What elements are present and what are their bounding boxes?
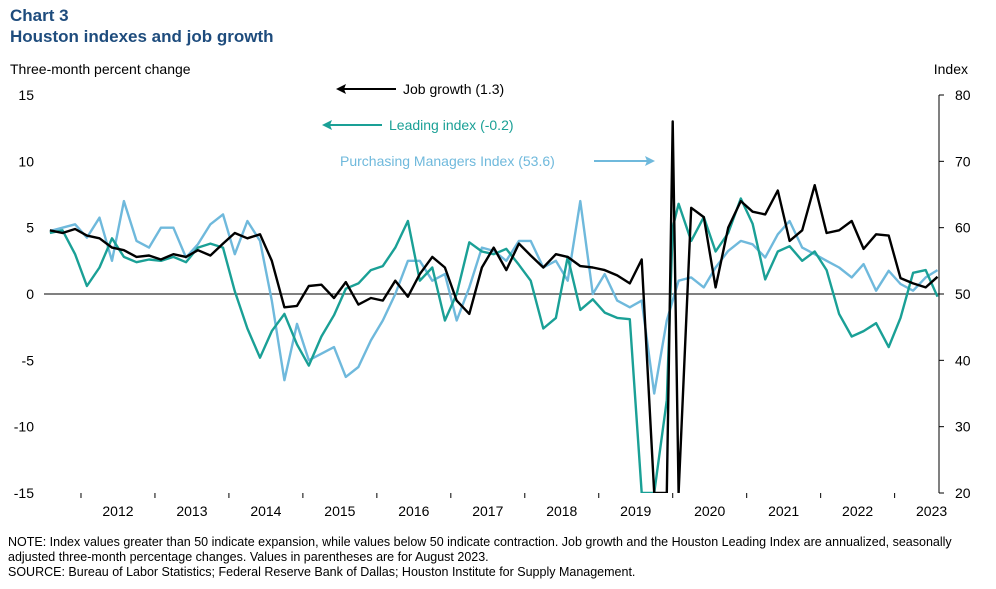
y-tick-label-left: -15	[14, 485, 34, 501]
x-tick-label: 2022	[842, 503, 873, 519]
x-tick-label: 2014	[250, 503, 281, 519]
legend-pmi-label: Purchasing Managers Index (53.6)	[340, 153, 555, 169]
pmi-line	[49, 199, 939, 395]
y-tick-label-left: 5	[26, 220, 34, 236]
source-text: SOURCE: Bureau of Labor Statistics; Fede…	[8, 565, 636, 579]
y-tick-label-left: -5	[22, 352, 35, 368]
legend-pmi-arrowhead	[645, 156, 655, 166]
y-tick-label-left: 15	[18, 87, 34, 103]
y-tick-label-left: 0	[26, 286, 34, 302]
note-text: NOTE: Index values greater than 50 indic…	[8, 535, 952, 564]
job-growth-line	[49, 120, 939, 493]
x-tick-label: 2013	[176, 503, 207, 519]
y-tick-label-left: -10	[14, 419, 34, 435]
x-tick-label: 2021	[768, 503, 799, 519]
legend-job-label: Job growth (1.3)	[403, 81, 504, 97]
x-tick-label: 2017	[472, 503, 503, 519]
x-tick-label: 2016	[398, 503, 429, 519]
x-tick-label: 2019	[620, 503, 651, 519]
chart-title: Houston indexes and job growth	[10, 27, 274, 46]
x-tick-label: 2020	[694, 503, 725, 519]
right-axis-title: Index	[933, 61, 968, 77]
notes-block: NOTE: Index values greater than 50 indic…	[8, 535, 988, 580]
y-tick-label-right: 80	[955, 87, 971, 103]
y-tick-label-right: 40	[955, 352, 971, 368]
y-tick-label-right: 20	[955, 485, 971, 501]
y-tick-label-right: 30	[955, 419, 971, 435]
legend-leading-label: Leading index (-0.2)	[389, 117, 514, 133]
leading-index-line	[49, 197, 939, 493]
y-tick-label-right: 70	[955, 153, 971, 169]
chart-label: Chart 3	[10, 6, 69, 25]
x-tick-label: 2018	[546, 503, 577, 519]
y-tick-label-left: 10	[18, 153, 34, 169]
x-tick-label: 2012	[102, 503, 133, 519]
left-axis-title: Three-month percent change	[10, 61, 191, 77]
legend-job-arrowhead	[336, 84, 346, 94]
y-tick-label-right: 50	[955, 286, 971, 302]
x-tick-label: 2015	[324, 503, 355, 519]
x-tick-label: 2023	[916, 503, 947, 519]
y-tick-label-right: 60	[955, 220, 971, 236]
legend-leading-arrowhead	[322, 120, 332, 130]
